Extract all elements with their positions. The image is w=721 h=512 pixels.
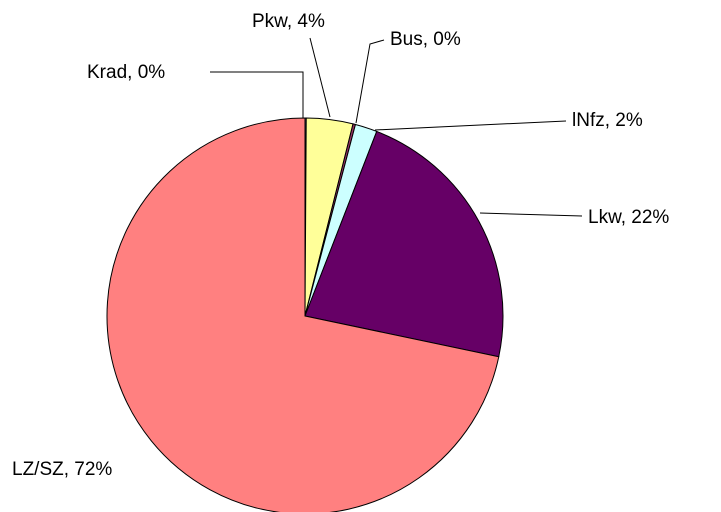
pie-slice — [106, 117, 500, 512]
data-label: lNfz, 2% — [572, 110, 643, 131]
data-label: Krad, 0% — [87, 62, 165, 83]
data-label: Bus, 0% — [390, 29, 461, 50]
leader-line — [309, 37, 331, 118]
data-label: Pkw, 4% — [252, 11, 325, 32]
pie-slice — [304, 130, 504, 358]
data-label: Lkw, 22% — [588, 207, 669, 228]
leader-line — [374, 120, 567, 131]
data-label: LZ/SZ, 72% — [12, 459, 112, 480]
leader-line — [479, 212, 583, 217]
leader-line — [210, 71, 304, 118]
leader-line — [355, 39, 385, 124]
